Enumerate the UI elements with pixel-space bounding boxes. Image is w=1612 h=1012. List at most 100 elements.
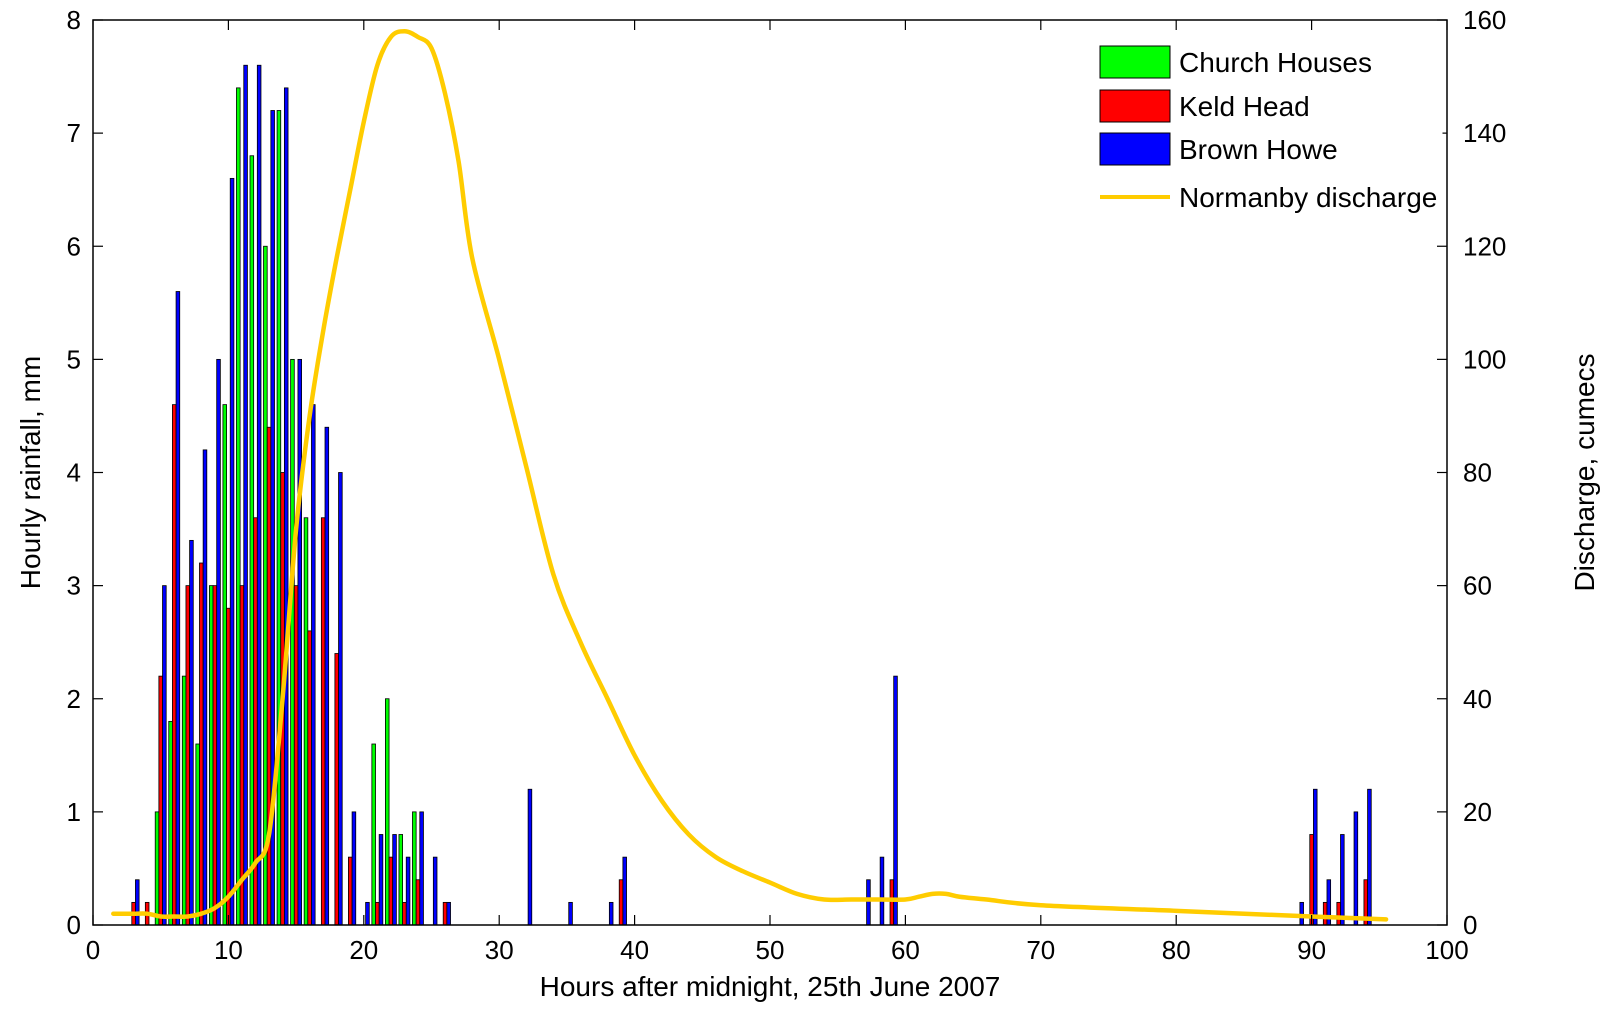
y-tick-label: 4 <box>67 458 81 488</box>
x-tick-label: 60 <box>891 935 920 965</box>
bar-brown-howe <box>256 64 262 926</box>
bar-keld-head <box>618 879 624 926</box>
bar-brown-howe <box>324 426 330 926</box>
axis-ticks: 0 10 20 30 40 50 60 70 80 90 100012345678020406080… <box>67 5 1507 965</box>
bar-brown-howe <box>392 834 397 926</box>
x-tick-label: 90 <box>1297 935 1326 965</box>
bar-brown-howe <box>405 856 411 926</box>
bar-brown-howe <box>622 856 627 926</box>
bar-brown-howe <box>283 87 289 926</box>
y2-tick-label: 40 <box>1463 684 1492 714</box>
bar-brown-howe <box>527 788 533 926</box>
x-tick-label: 70 <box>1026 935 1055 965</box>
bar-keld-head <box>320 517 326 926</box>
bar-brown-howe <box>338 472 343 926</box>
bar-keld-head <box>307 630 312 926</box>
bar-brown-howe <box>202 449 208 926</box>
bar-church-houses <box>303 517 309 926</box>
bar-keld-head <box>158 675 163 926</box>
y2-tick-label: 100 <box>1463 344 1506 374</box>
x-tick-label: 20 <box>349 935 378 965</box>
y2-tick-label: 160 <box>1463 5 1506 35</box>
bar-church-houses <box>168 720 173 926</box>
bar-brown-howe <box>419 811 424 926</box>
bar-brown-howe <box>378 834 384 926</box>
bar-church-houses <box>208 585 214 926</box>
bar-brown-howe <box>1367 788 1372 926</box>
y2-tick-label: 0 <box>1463 910 1477 940</box>
legend-swatch-keld-head <box>1099 89 1171 123</box>
bar-brown-howe <box>297 358 302 926</box>
x-tick-label: 100 <box>1425 935 1468 965</box>
legend: Church Houses Keld Head Brown Howe Norma… <box>1091 31 1443 223</box>
line-normanby-discharge <box>111 29 1389 922</box>
y-tick-label: 1 <box>67 797 81 827</box>
bar-church-houses <box>384 698 390 926</box>
y-axis-label: Hourly rainfall, mm <box>15 356 46 589</box>
y-tick-label: 5 <box>67 344 81 374</box>
bar-brown-howe <box>1299 901 1304 926</box>
y-tick-label: 7 <box>67 118 81 148</box>
bar-keld-head <box>266 426 272 926</box>
bar-keld-head <box>889 879 895 926</box>
bar-keld-head <box>185 585 191 926</box>
legend-swatch-brown-howe <box>1099 132 1171 166</box>
bar-keld-head <box>415 879 421 926</box>
x-tick-label: 40 <box>620 935 649 965</box>
bar-brown-howe <box>879 856 885 926</box>
bar-church-houses <box>249 155 255 926</box>
bar-brown-howe <box>243 64 248 926</box>
bar-keld-head <box>348 856 353 926</box>
y-tick-label: 0 <box>67 910 81 940</box>
bar-church-houses <box>371 743 376 926</box>
bar-church-houses <box>181 675 187 926</box>
y2-tick-label: 120 <box>1463 231 1506 261</box>
legend-label-normanby-discharge: Normanby discharge <box>1179 182 1437 213</box>
legend-label-church-houses: Church Houses <box>1179 47 1372 78</box>
legend-label-keld-head: Keld Head <box>1179 91 1310 122</box>
bar-brown-howe <box>365 901 370 926</box>
bar-keld-head <box>293 585 299 926</box>
bar-church-houses <box>154 811 160 926</box>
bar-brown-howe <box>608 901 614 926</box>
x-tick-label: 10 <box>214 935 243 965</box>
bar-brown-howe <box>175 291 181 926</box>
bar-brown-howe <box>1313 788 1318 926</box>
bar-church-houses <box>195 743 200 926</box>
legend-label-brown-howe: Brown Howe <box>1179 134 1338 165</box>
bar-keld-head <box>199 562 204 926</box>
x-tick-label: 0 <box>86 935 100 965</box>
bar-keld-head <box>402 901 407 926</box>
bar-brown-howe <box>189 539 194 926</box>
y2-axis-label: Discharge, cumecs <box>1569 353 1600 591</box>
y2-tick-label: 140 <box>1463 118 1506 148</box>
x-axis-label: Hours after midnight, 25th June 2007 <box>540 971 1001 1002</box>
bar-brown-howe <box>351 811 357 926</box>
y2-tick-label: 60 <box>1463 571 1492 601</box>
x-tick-label: 80 <box>1162 935 1191 965</box>
y-tick-label: 6 <box>67 231 81 261</box>
bar-brown-howe <box>162 585 167 926</box>
y-tick-label: 2 <box>67 684 81 714</box>
bar-brown-howe <box>893 675 898 926</box>
bar-keld-head <box>1309 834 1314 926</box>
bar-brown-howe <box>229 177 235 926</box>
bar-brown-howe <box>311 404 316 926</box>
bar-keld-head <box>226 607 231 926</box>
bar-church-houses <box>290 358 295 926</box>
bar-church-houses <box>236 87 241 926</box>
bar-brown-howe <box>568 901 573 926</box>
x-tick-label: 50 <box>756 935 785 965</box>
discharge-line-layer <box>111 29 1389 922</box>
bar-church-houses <box>398 834 404 926</box>
bar-keld-head <box>1322 901 1328 926</box>
bar-brown-howe <box>446 901 451 926</box>
bar-keld-head <box>442 901 448 926</box>
bar-church-houses <box>222 404 227 926</box>
bar-brown-howe <box>1353 811 1359 926</box>
bar-keld-head <box>1336 901 1341 926</box>
y2-tick-label: 80 <box>1463 458 1492 488</box>
bar-brown-howe <box>135 879 140 926</box>
y-tick-label: 8 <box>67 5 81 35</box>
